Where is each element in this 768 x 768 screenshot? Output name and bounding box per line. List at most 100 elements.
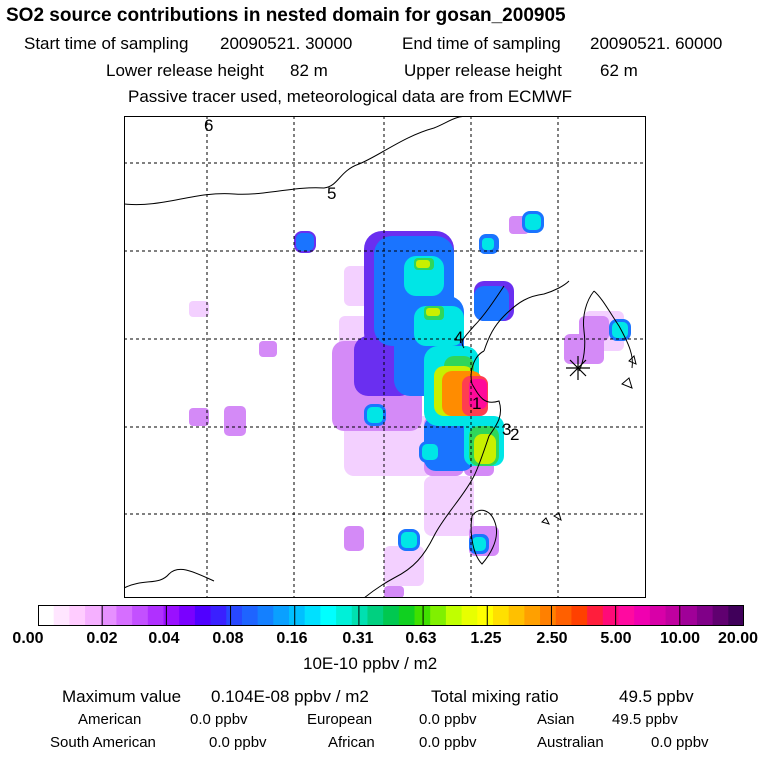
contribution-map: 1 2 3 4 5 6 <box>124 116 646 598</box>
colorbar-cell <box>38 605 55 626</box>
plume-cell <box>525 214 541 230</box>
total-mixing-label: Total mixing ratio <box>431 687 559 706</box>
plume-cell <box>416 260 430 268</box>
colorbar-cell <box>210 605 227 626</box>
colorbar-cell <box>116 605 133 626</box>
coast-line <box>461 285 505 349</box>
colorbar-cell <box>163 605 180 626</box>
upper-height-label: Upper release height <box>404 61 562 80</box>
colorbar-cell <box>398 605 416 626</box>
plume-cell <box>296 233 314 251</box>
plume-cell <box>612 322 628 338</box>
source-label-4: 4 <box>454 328 463 347</box>
plume-cell <box>189 408 209 426</box>
colorbar-tick-label: 1.25 <box>470 630 502 647</box>
colorbar-tick-label: 0.00 <box>12 630 44 647</box>
colorbar-cell <box>430 605 447 626</box>
concentration-field <box>189 211 631 598</box>
colorbar-cell <box>712 605 729 626</box>
colorbar-cell <box>257 605 274 626</box>
source-label-6: 6 <box>204 116 213 135</box>
island-outline <box>541 355 637 525</box>
coastline <box>124 116 637 598</box>
colorbar-cell <box>665 605 682 626</box>
source-label-1: 1 <box>472 394 481 413</box>
colorbar-cell <box>351 605 368 626</box>
coast-line <box>483 280 570 352</box>
colorbar-cell <box>555 605 572 626</box>
region-name: Asian <box>537 711 575 728</box>
colorbar-cell <box>618 605 635 626</box>
max-value: 0.104E-08 ppbv / m2 <box>211 687 369 706</box>
map-frame <box>124 116 646 598</box>
colorbar-tick-label: 2.50 <box>536 630 568 647</box>
region-name: American <box>78 711 142 728</box>
colorbar-cell <box>304 605 321 626</box>
colorbar-cell <box>132 605 149 626</box>
colorbar-cell <box>273 605 290 626</box>
source-label-2: 2 <box>510 425 519 444</box>
colorbar-unit: 10E-10 ppbv / m2 <box>303 654 438 673</box>
plume-cell <box>189 301 209 317</box>
colorbar <box>38 605 744 626</box>
source-label-3: 3 <box>502 420 511 439</box>
colorbar-cell <box>445 605 463 626</box>
colorbar-tick-label: 0.02 <box>86 630 118 647</box>
plume-cell <box>424 476 474 536</box>
colorbar-cell <box>367 605 384 626</box>
colorbar-cell <box>681 605 698 626</box>
end-time-value: 20090521. 60000 <box>590 34 723 53</box>
colorbar-cell <box>492 605 510 626</box>
colorbar-cell <box>289 605 306 626</box>
colorbar-tick-label: 10.00 <box>659 630 701 647</box>
source-label-5: 5 <box>327 184 336 203</box>
colorbar-cell <box>336 605 353 626</box>
colorbar-cell <box>69 605 86 626</box>
colorbar-cell <box>540 605 557 626</box>
region-value: 0.0 ppbv <box>190 711 248 728</box>
region-value: 49.5 ppbv <box>612 711 678 728</box>
colorbar-cell <box>634 605 651 626</box>
colorbar-cell <box>179 605 196 626</box>
region-value: 0.0 ppbv <box>651 734 709 751</box>
plume-cell <box>422 444 438 460</box>
plume-cell <box>472 537 486 551</box>
start-time-label: Start time of sampling <box>24 34 189 53</box>
region-name: Australian <box>537 734 604 751</box>
max-value-label: Maximum value <box>62 687 182 706</box>
colorbar-cell <box>53 605 70 626</box>
tracer-note: Passive tracer used, meteorological data… <box>128 87 573 106</box>
colorbar-cell <box>147 605 165 626</box>
plume-cell <box>384 586 404 598</box>
lower-height-value: 82 m <box>290 61 328 80</box>
plume-cell <box>482 238 494 250</box>
region-value: 0.0 ppbv <box>419 711 477 728</box>
figure-title: SO2 source contributions in nested domai… <box>6 5 566 26</box>
upper-height-value: 62 m <box>600 61 638 80</box>
colorbar-cell <box>226 605 243 626</box>
plume-cell <box>259 341 277 357</box>
plume-cell <box>384 546 424 586</box>
colorbar-cell <box>241 605 259 626</box>
plume-cell <box>224 406 246 436</box>
plume-cell <box>426 308 440 316</box>
colorbar-cell <box>508 605 525 626</box>
lat-lon-grid <box>124 116 646 598</box>
colorbar-cell <box>383 605 400 626</box>
colorbar-tick-label: 0.31 <box>342 630 374 647</box>
receptor-asterisk-icon <box>566 356 590 380</box>
colorbar-cell <box>571 605 588 626</box>
start-time-value: 20090521. 30000 <box>220 34 353 53</box>
colorbar-tick-label: 20.00 <box>717 630 759 647</box>
colorbar-tick-label: 0.16 <box>276 630 308 647</box>
total-mixing-value: 49.5 ppbv <box>619 687 694 706</box>
colorbar-cell <box>100 605 117 626</box>
plume-cell <box>564 334 604 364</box>
coast-line <box>124 568 215 589</box>
island-outline <box>470 509 498 565</box>
colorbar-cell <box>728 605 744 626</box>
colorbar-frame <box>38 605 744 626</box>
region-value: 0.0 ppbv <box>209 734 267 751</box>
colorbar-tick-label: 0.04 <box>148 630 180 647</box>
region-value: 0.0 ppbv <box>419 734 477 751</box>
